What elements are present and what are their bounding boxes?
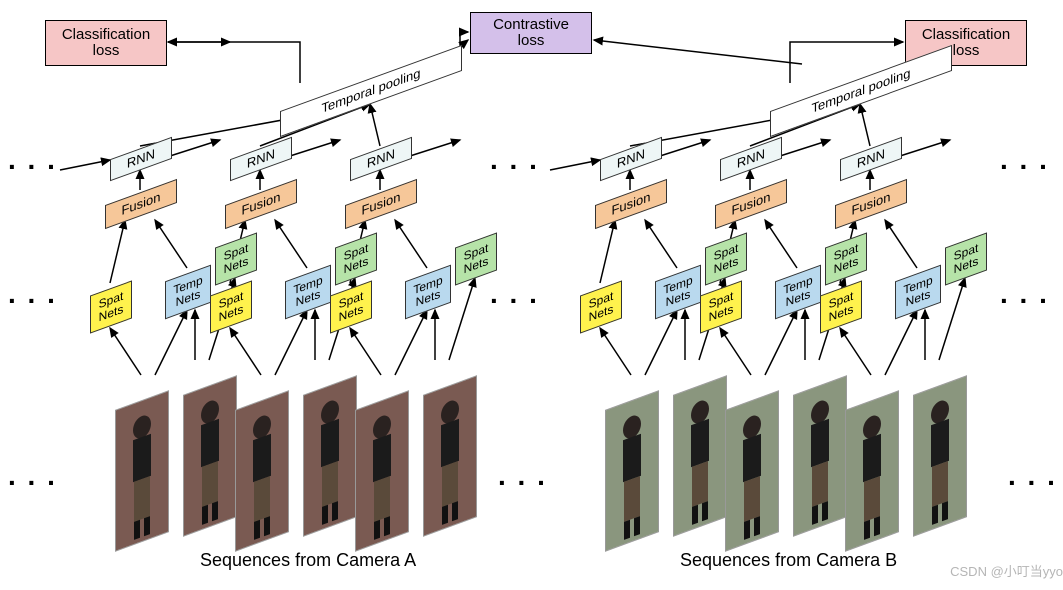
watermark: CSDN @小叮当yyo: [950, 561, 1063, 580]
classification-loss-left: Classificationloss: [45, 20, 167, 66]
dots-left-img: . . .: [8, 460, 57, 492]
frame-right-0-1: [673, 375, 727, 537]
dots-right-mid: . . .: [1000, 278, 1049, 310]
frame-right-2-1: [913, 375, 967, 537]
frame-left-0-1: [183, 375, 237, 537]
frame-left-2-1: [423, 375, 477, 537]
dots-left-top: . . .: [8, 144, 57, 176]
caption-camera-b: Sequences from Camera B: [680, 550, 897, 571]
frame-left-1-1: [303, 375, 357, 537]
dots-center-img: . . .: [498, 460, 547, 492]
frame-right-1-0: [725, 390, 779, 552]
frame-right-1-1: [793, 375, 847, 537]
frame-right-0-0: [605, 390, 659, 552]
frame-left-2-0: [355, 390, 409, 552]
dots-left-mid: . . .: [8, 278, 57, 310]
dots-right-img: . . .: [1008, 460, 1057, 492]
frame-right-2-0: [845, 390, 899, 552]
dots-center-mid: . . .: [490, 278, 539, 310]
contrastive-loss: Contrastiveloss: [470, 12, 592, 54]
dots-right-top: . . .: [1000, 144, 1049, 176]
caption-camera-a: Sequences from Camera A: [200, 550, 416, 571]
frame-left-1-0: [235, 390, 289, 552]
dots-center-top: . . .: [490, 144, 539, 176]
frame-left-0-0: [115, 390, 169, 552]
